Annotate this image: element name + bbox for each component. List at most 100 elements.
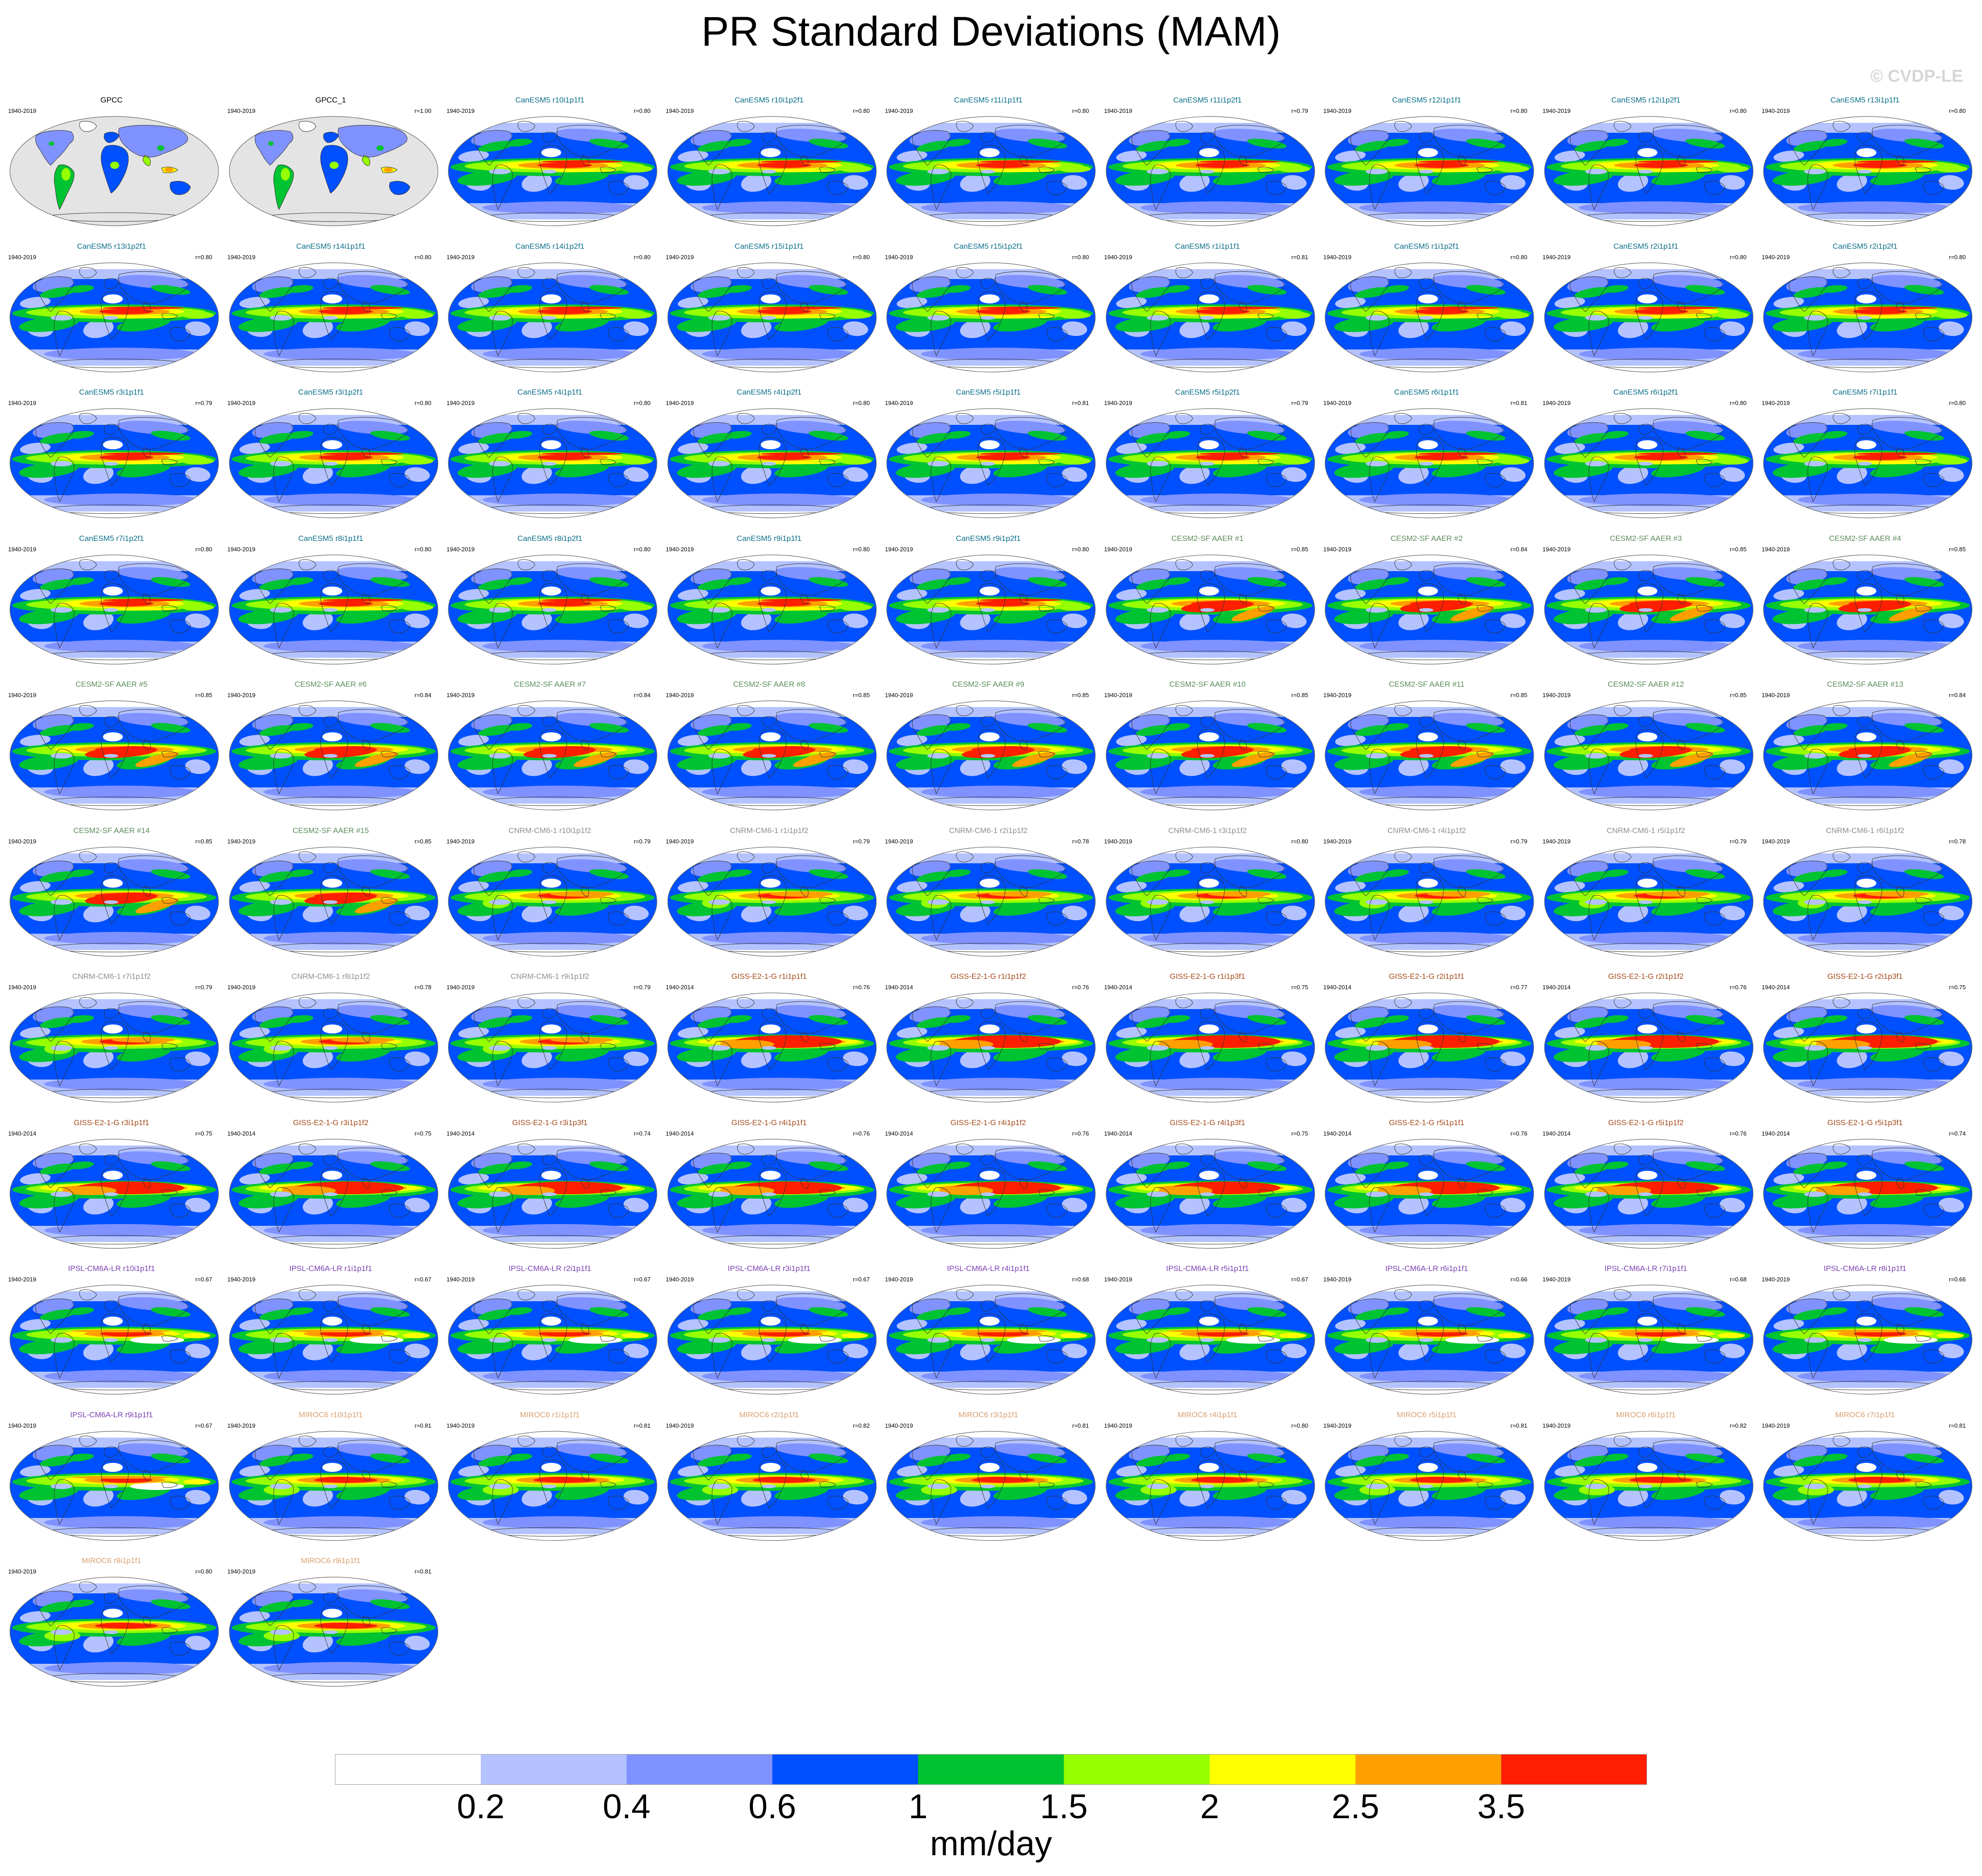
colorbar-tick-label: 0.4	[602, 1788, 651, 1826]
map-panel: GISS-E2-1-G r1i1p3f1 1940-2014 r=0.75	[1101, 972, 1315, 1106]
panel-pattern-correlation: r=0.81	[1510, 1422, 1527, 1429]
map-plot	[886, 262, 1096, 372]
panel-title: IPSL-CM6A-LR r7i1p1f1	[1604, 1264, 1688, 1273]
map-panel: GISS-E2-1-G r5i1p1f2 1940-2014 r=0.76	[1539, 1118, 1754, 1252]
map-plot	[1105, 992, 1315, 1103]
panel-years: 1940-2019	[447, 1422, 475, 1429]
map-panel: CNRM-CM6-1 r4i1p1f2 1940-2019 r=0.79	[1320, 826, 1534, 960]
panel-years: 1940-2019	[227, 400, 256, 406]
map-panel: CanESM5 r9i1p1f1 1940-2019 r=0.80	[662, 534, 877, 668]
panel-years: 1940-2019	[1542, 1422, 1571, 1429]
panel-title: CanESM5 r12i1p2f1	[1611, 96, 1681, 104]
map-plot	[448, 554, 657, 665]
map-panel: CanESM5 r1i1p2f1 1940-2019 r=0.80	[1320, 242, 1534, 376]
map-panel: CanESM5 r14i1p2f1 1940-2019 r=0.80	[443, 242, 657, 376]
panel-title: CanESM5 r11i1p2f1	[1173, 96, 1242, 104]
panel-title: CNRM-CM6-1 r8i1p1f2	[291, 972, 370, 981]
panel-pattern-correlation: r=0.84	[414, 692, 432, 698]
panel-title: MIROC6 r8i1p1f1	[81, 1556, 142, 1565]
panel-title: IPSL-CM6A-LR r6i1p1f1	[1385, 1264, 1468, 1273]
map-plot	[1544, 116, 1754, 226]
panel-years: 1940-2019	[1542, 1276, 1571, 1283]
colorbar-bin	[626, 1754, 773, 1785]
colorbar-bin	[335, 1754, 481, 1785]
panel-title: GISS-E2-1-G r5i1p3f1	[1827, 1118, 1903, 1127]
panel-years: 1940-2019	[1323, 1422, 1352, 1429]
panel-years: 1940-2019	[885, 107, 913, 114]
map-panel: CNRM-CM6-1 r9i1p1f2 1940-2019 r=0.79	[443, 972, 657, 1106]
panel-title: CNRM-CM6-1 r9i1p1f2	[511, 972, 589, 981]
colorbar-tick-label: 2	[1200, 1788, 1219, 1826]
panel-years: 1940-2019	[1762, 838, 1790, 845]
map-plot	[228, 408, 438, 518]
map-panel: IPSL-CM6A-LR r6i1p1f1 1940-2019 r=0.66	[1320, 1264, 1534, 1398]
map-plot	[448, 408, 657, 518]
map-panel: CanESM5 r3i1p1f1 1940-2019 r=0.79	[5, 388, 219, 521]
panel-pattern-correlation: r=0.85	[1730, 692, 1747, 698]
map-panel: CESM2-SF AAER #2 1940-2019 r=0.84	[1320, 534, 1534, 668]
panel-title: CanESM5 r9i1p1f1	[736, 534, 802, 543]
colorbar-tick-label: 3.5	[1477, 1788, 1525, 1826]
panel-title: GISS-E2-1-G r3i1p1f1	[74, 1118, 149, 1127]
map-plot	[9, 1285, 219, 1395]
map-plot	[1325, 1430, 1534, 1541]
map-plot	[1763, 700, 1973, 810]
panel-title: MIROC6 r5i1p1f1	[1396, 1410, 1457, 1419]
panel-years: 1940-2019	[1104, 692, 1132, 698]
panel-years: 1940-2019	[8, 107, 37, 114]
panel-pattern-correlation: r=0.80	[414, 545, 432, 553]
panel-title: CanESM5 r9i1p2f1	[956, 534, 1021, 543]
panel-title: MIROC6 r1i1p1f1	[520, 1410, 580, 1419]
panel-years: 1940-2019	[1762, 545, 1790, 553]
map-panel: GISS-E2-1-G r3i1p1f2 1940-2014 r=0.75	[224, 1118, 438, 1252]
map-panel: CanESM5 r11i1p1f1 1940-2019 r=0.80	[881, 96, 1096, 229]
panel-pattern-correlation: r=0.85	[1291, 545, 1308, 553]
map-panel: CanESM5 r5i1p2f1 1940-2019 r=0.79	[1101, 388, 1315, 521]
panel-years: 1940-2019	[1323, 692, 1352, 698]
map-panel: GISS-E2-1-G r4i1p3f1 1940-2014 r=0.75	[1101, 1118, 1315, 1252]
map-panel: CanESM5 r13i1p2f1 1940-2019 r=0.80	[5, 242, 219, 376]
map-panel: GISS-E2-1-G r1i1p1f2 1940-2014 r=0.76	[881, 972, 1096, 1106]
panel-pattern-correlation: r=0.85	[195, 692, 212, 698]
map-panel: IPSL-CM6A-LR r1i1p1f1 1940-2019 r=0.67	[224, 1264, 438, 1398]
panel-pattern-correlation: r=0.81	[414, 1422, 432, 1429]
map-plot	[667, 700, 877, 810]
panel-years: 1940-2014	[1104, 1130, 1132, 1137]
map-plot	[1105, 1138, 1315, 1249]
panel-years: 1940-2019	[1762, 253, 1790, 261]
map-plot	[228, 116, 438, 226]
panel-title: CNRM-CM6-1 r6i1p1f2	[1826, 826, 1904, 835]
panel-years: 1940-2019	[1104, 838, 1132, 845]
map-plot	[1105, 846, 1315, 957]
panel-pattern-correlation: r=0.81	[414, 1568, 432, 1575]
panel-title: CanESM5 r10i1p2f1	[734, 96, 804, 104]
panel-pattern-correlation: r=0.84	[1510, 545, 1527, 553]
panel-title: MIROC6 r10i1p1f1	[298, 1410, 363, 1419]
panel-pattern-correlation: r=0.79	[853, 838, 870, 845]
panel-title: CanESM5 r13i1p2f1	[77, 242, 146, 251]
panel-title: MIROC6 r9i1p1f1	[301, 1556, 361, 1565]
map-plot	[1763, 116, 1973, 226]
panel-years: 1940-2019	[1762, 692, 1790, 698]
panel-title: CNRM-CM6-1 r4i1p1f2	[1387, 826, 1466, 835]
panel-pattern-correlation: r=0.78	[1949, 838, 1966, 845]
panel-pattern-correlation: r=0.79	[633, 984, 651, 991]
panel-title: CanESM5 r4i1p1f1	[517, 388, 582, 396]
panel-pattern-correlation: r=0.74	[633, 1130, 651, 1137]
panel-title: CESM2-SF AAER #13	[1827, 680, 1903, 689]
panel-years: 1940-2014	[665, 984, 694, 991]
panel-title: CanESM5 r12i1p1f1	[1392, 96, 1461, 104]
panel-title: GISS-E2-1-G r2i1p1f1	[1389, 972, 1465, 981]
map-panel: CanESM5 r15i1p2f1 1940-2019 r=0.80	[881, 242, 1096, 376]
panel-title: IPSL-CM6A-LR r2i1p1f1	[508, 1264, 591, 1273]
panel-title: CanESM5 r3i1p1f1	[79, 388, 144, 396]
panel-years: 1940-2014	[8, 1130, 37, 1137]
panel-pattern-correlation: r=0.80	[633, 400, 651, 406]
panel-title: GISS-E2-1-G r2i1p1f2	[1608, 972, 1684, 981]
panel-years: 1940-2019	[1762, 107, 1790, 114]
map-plot	[1105, 1285, 1315, 1395]
map-panel: MIROC6 r5i1p1f1 1940-2019 r=0.81	[1320, 1410, 1534, 1544]
panel-years: 1940-2019	[8, 400, 37, 406]
map-plot	[1763, 1138, 1973, 1249]
map-plot	[228, 1138, 438, 1249]
